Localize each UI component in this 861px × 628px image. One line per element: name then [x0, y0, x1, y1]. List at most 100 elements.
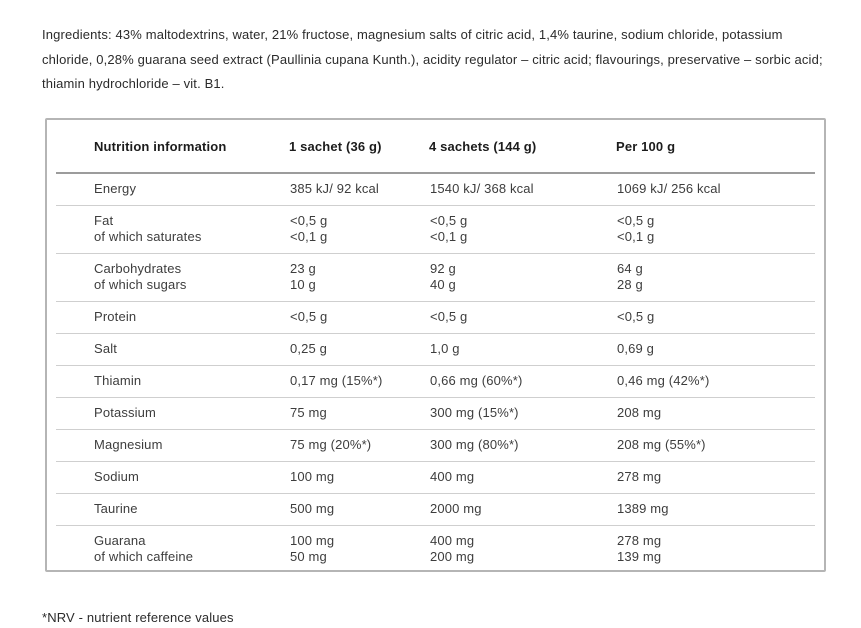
cell-line: 64 g	[617, 261, 643, 276]
cell-line: <0,1 g	[290, 229, 328, 244]
cell-line: <0,5 g	[617, 309, 655, 324]
cell-line: 1,0 g	[430, 341, 460, 356]
table-row: Sodium 100 mg 400 mg 278 mg	[56, 461, 815, 494]
table-row: Salt 0,25 g 1,0 g 0,69 g	[56, 333, 815, 366]
cell-line: 400 mg	[430, 533, 475, 548]
cell-line: 100 mg	[290, 533, 335, 548]
value-cell: 278 mg	[616, 461, 815, 494]
cell-line: <0,5 g	[290, 309, 328, 324]
value-cell: 0,25 g	[289, 333, 429, 366]
cell-line: 0,46 mg (42%*)	[617, 373, 710, 388]
cell-line: <0,5 g	[617, 213, 655, 228]
cell-line: 208 mg (55%*)	[617, 437, 706, 452]
nutrient-label-cell: Sodium	[56, 461, 289, 494]
nutrient-label-cell: Thiamin	[56, 365, 289, 398]
value-cell: 300 mg (80%*)	[429, 429, 616, 462]
cell-line: Energy	[94, 181, 137, 196]
cell-line: <0,1 g	[430, 229, 468, 244]
cell-line: Fat	[94, 213, 114, 228]
value-cell: 400 mg	[429, 461, 616, 494]
value-cell: 1389 mg	[616, 493, 815, 526]
value-cell: 75 mg	[289, 397, 429, 430]
table-header-row: Nutrition information 1 sachet (36 g) 4 …	[56, 120, 815, 174]
nutrient-label-cell: Energy	[56, 173, 289, 206]
cell-line: <0,1 g	[617, 229, 655, 244]
value-cell: 500 mg	[289, 493, 429, 526]
nutrient-label-cell: Salt	[56, 333, 289, 366]
value-cell: 100 mg 50 mg	[289, 526, 429, 574]
value-cell: <0,5 g <0,1 g	[429, 205, 616, 254]
cell-line: 0,25 g	[290, 341, 328, 356]
cell-line: 100 mg	[290, 469, 335, 484]
nutrient-label-cell: Protein	[56, 301, 289, 334]
value-cell: 1540 kJ/ 368 kcal	[429, 173, 616, 206]
nutrition-table: Nutrition information 1 sachet (36 g) 4 …	[56, 120, 815, 573]
cell-line: 40 g	[430, 277, 456, 292]
nutrient-label-cell: Potassium	[56, 397, 289, 430]
cell-line: 75 mg	[290, 405, 327, 420]
value-cell: 2000 mg	[429, 493, 616, 526]
table-row: Magnesium 75 mg (20%*) 300 mg (80%*) 208 mg…	[56, 429, 815, 462]
cell-line: 0,17 mg (15%*)	[290, 373, 383, 388]
nrv-footnote: *NRV - nutrient reference values	[42, 610, 234, 625]
column-header-nutrition-information: Nutrition information	[56, 120, 289, 174]
table-row: Fat of which saturates <0,5 g <0,1 g <0,5 g <…	[56, 205, 815, 254]
cell-line: 500 mg	[290, 501, 335, 516]
table-row: Thiamin 0,17 mg (15%*) 0,66 mg (60%*) 0,46 …	[56, 365, 815, 398]
cell-line: <0,5 g	[290, 213, 328, 228]
value-cell: 0,69 g	[616, 333, 815, 366]
value-cell: <0,5 g	[429, 301, 616, 334]
value-cell: <0,5 g <0,1 g	[289, 205, 429, 254]
cell-line: Salt	[94, 341, 118, 356]
cell-line: 208 mg	[617, 405, 662, 420]
value-cell: 0,17 mg (15%*)	[289, 365, 429, 398]
cell-line: 1389 mg	[617, 501, 669, 516]
nutrient-label-cell: Carbohydrates of which sugars	[56, 253, 289, 302]
cell-line: 278 mg	[617, 533, 662, 548]
nutrient-label-cell: Fat of which saturates	[56, 205, 289, 254]
cell-line: of which sugars	[94, 277, 187, 292]
cell-line: 2000 mg	[430, 501, 482, 516]
cell-line: 50 mg	[290, 549, 327, 564]
table-row: Carbohydrates of which sugars 23 g 10 g 92 g…	[56, 253, 815, 302]
value-cell: 1069 kJ/ 256 kcal	[616, 173, 815, 206]
cell-line: of which caffeine	[94, 549, 194, 564]
nutrient-label-cell: Guarana of which caffeine	[56, 526, 289, 574]
cell-line: 200 mg	[430, 549, 475, 564]
value-cell: 400 mg 200 mg	[429, 526, 616, 574]
cell-line: Magnesium	[94, 437, 163, 452]
cell-line: 1069 kJ/ 256 kcal	[617, 181, 721, 196]
cell-line: <0,5 g	[430, 309, 468, 324]
column-header-4-sachets: 4 sachets (144 g)	[429, 120, 616, 174]
cell-line: 300 mg (15%*)	[430, 405, 519, 420]
column-header-1-sachet: 1 sachet (36 g)	[289, 120, 429, 174]
value-cell: 64 g 28 g	[616, 253, 815, 302]
value-cell: 278 mg 139 mg	[616, 526, 815, 574]
cell-line: Carbohydrates	[94, 261, 182, 276]
value-cell: 100 mg	[289, 461, 429, 494]
nutrient-label-cell: Taurine	[56, 493, 289, 526]
table-row: Energy 385 kJ/ 92 kcal 1540 kJ/ 368 kcal 10…	[56, 173, 815, 206]
table-row: Guarana of which caffeine 100 mg 50 mg 400 m…	[56, 526, 815, 574]
value-cell: 300 mg (15%*)	[429, 397, 616, 430]
cell-line: 10 g	[290, 277, 316, 292]
value-cell: <0,5 g	[616, 301, 815, 334]
ingredients-text: Ingredients: 43% maltodextrins, water, 2…	[42, 27, 823, 91]
value-cell: <0,5 g <0,1 g	[616, 205, 815, 254]
cell-line: Protein	[94, 309, 137, 324]
cell-line: Sodium	[94, 469, 139, 484]
table-row: Protein <0,5 g <0,5 g <0,5 g	[56, 301, 815, 334]
cell-line: Potassium	[94, 405, 157, 420]
value-cell: 23 g 10 g	[289, 253, 429, 302]
value-cell: 1,0 g	[429, 333, 616, 366]
value-cell: 0,66 mg (60%*)	[429, 365, 616, 398]
value-cell: 0,46 mg (42%*)	[616, 365, 815, 398]
table-row: Taurine 500 mg 2000 mg 1389 mg	[56, 493, 815, 526]
cell-line: Guarana	[94, 533, 146, 548]
cell-line: 92 g	[430, 261, 456, 276]
nutrient-label-cell: Magnesium	[56, 429, 289, 462]
value-cell: 385 kJ/ 92 kcal	[289, 173, 429, 206]
cell-line: <0,5 g	[430, 213, 468, 228]
cell-line: 278 mg	[617, 469, 662, 484]
